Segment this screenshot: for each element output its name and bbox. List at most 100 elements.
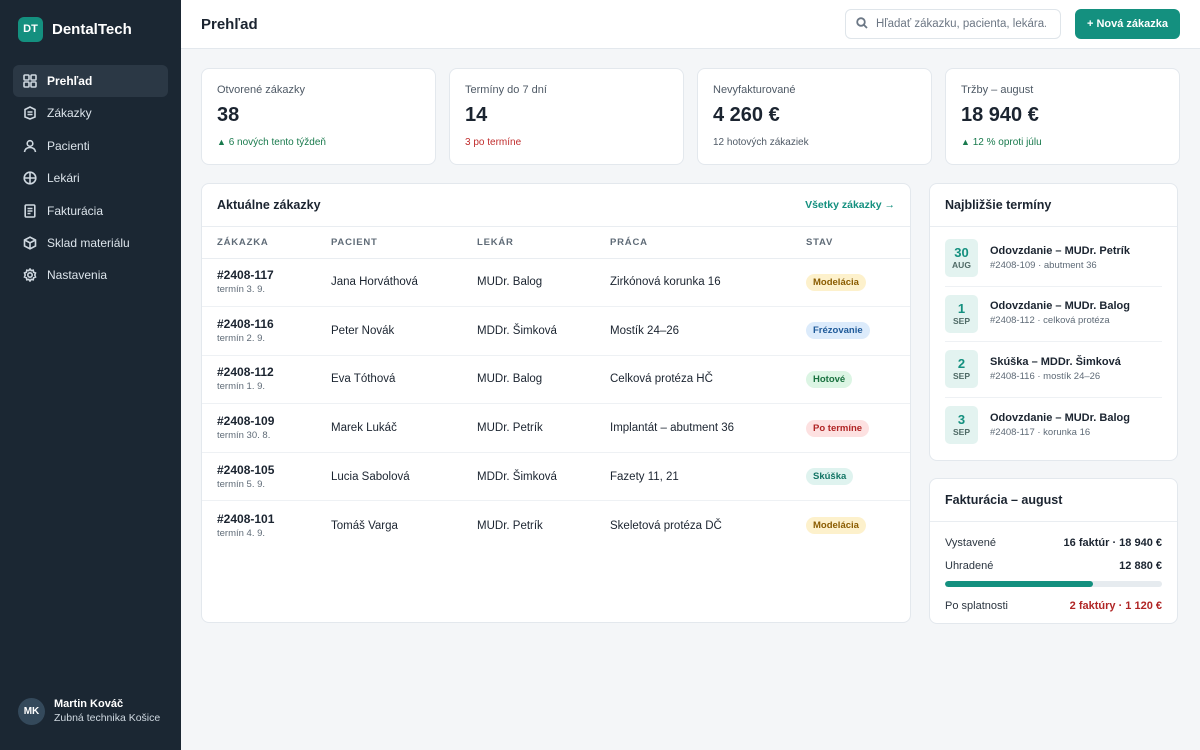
term-date-badge: 30 AUG bbox=[945, 239, 978, 278]
column-header[interactable]: ZÁKAZKA bbox=[202, 227, 316, 259]
table-row[interactable]: #2408-109 termín 30. 8. Marek Lukáč MUDr. P… bbox=[202, 403, 910, 453]
work-cell: Fazety 11, 21 bbox=[595, 452, 791, 502]
sidebar-item-label: Nastavenia bbox=[47, 268, 108, 283]
sidebar: DT DentalTech Prehľad Zákazky Pacienti L… bbox=[0, 0, 181, 750]
sidebar-item-label: Fakturácia bbox=[47, 203, 104, 218]
issued-label: Vystavené bbox=[945, 536, 996, 549]
sidebar-item-pacienti[interactable]: Pacienti bbox=[13, 130, 168, 162]
order-id: #2408-105 bbox=[217, 462, 275, 477]
column-header[interactable]: PACIENT bbox=[316, 227, 462, 259]
column-header[interactable]: STAV bbox=[791, 227, 910, 259]
term-day: 3 bbox=[957, 412, 966, 428]
paid-value: 12 880 € bbox=[1119, 559, 1162, 572]
sidebar-item-lekari[interactable]: Lekári bbox=[13, 162, 168, 194]
column-header[interactable]: PRÁCA bbox=[595, 227, 791, 259]
doctor-cell: MUDr. Petrík bbox=[462, 403, 595, 453]
doctor-cell: MDDr. Šimková bbox=[462, 306, 595, 356]
patient-cell: Eva Tóthová bbox=[316, 355, 462, 405]
order-due: termín 2. 9. bbox=[217, 332, 266, 344]
term-item[interactable]: 30 AUG Odovzdanie – MUDr. Petrík #2408-109 … bbox=[945, 231, 1162, 287]
brand[interactable]: DT DentalTech bbox=[0, 0, 181, 58]
patient-cell: Lucia Sabolová bbox=[316, 452, 462, 502]
stats-row: Otvorené zákazky 38 ▲ 6 nových tento týž… bbox=[201, 68, 1180, 165]
stat-card-revenue[interactable]: Tržby – august 18 940 € ▲ 12 % oproti jú… bbox=[945, 68, 1180, 165]
stat-card-unbilled[interactable]: Nevyfakturované 4 260 € 12 hotových záka… bbox=[697, 68, 932, 165]
orders-table: ZÁKAZKA PACIENT LEKÁR PRÁCA STAV #2408-1… bbox=[202, 227, 910, 550]
all-orders-link[interactable]: Všetky zákazky → bbox=[805, 199, 895, 211]
main: Prehľad + Nová zákazka Otvorené zákazky … bbox=[181, 0, 1200, 750]
work-cell: Skeletová protéza DČ bbox=[610, 519, 722, 532]
term-title: Skúška – MDDr. Šimková bbox=[990, 355, 1121, 368]
order-id: #2408-116 bbox=[217, 316, 274, 331]
order-due: termín 5. 9. bbox=[217, 478, 266, 490]
term-date-badge: 1 SEP bbox=[945, 294, 978, 333]
brand-logo: DT bbox=[18, 16, 43, 42]
term-sub: #2408-117 · korunka 16 bbox=[990, 426, 1091, 438]
order-cell: #2408-116 termín 2. 9. bbox=[202, 306, 316, 356]
sidebar-item-label: Prehľad bbox=[47, 74, 93, 88]
term-item[interactable]: 1 SEP Odovzdanie – MUDr. Balog #2408-112 · … bbox=[945, 287, 1162, 342]
stat-value: 18 940 € bbox=[961, 104, 1039, 126]
topbar: Prehľad + Nová zákazka bbox=[181, 0, 1200, 49]
search-icon bbox=[856, 16, 868, 32]
order-id: #2408-112 bbox=[217, 365, 274, 380]
new-order-button[interactable]: + Nová zákazka bbox=[1074, 9, 1180, 39]
patient-cell: Tomáš Varga bbox=[331, 519, 398, 532]
patient-cell: Peter Novák bbox=[316, 306, 462, 356]
stat-label: Nevyfakturované bbox=[713, 84, 796, 96]
term-sub: #2408-116 · mostík 24–26 bbox=[990, 370, 1101, 382]
term-day: 30 bbox=[954, 245, 969, 261]
stat-card-open-orders[interactable]: Otvorené zákazky 38 ▲ 6 nových tento týž… bbox=[201, 68, 436, 165]
term-month: SEP bbox=[952, 371, 970, 382]
term-month: AUG bbox=[952, 260, 971, 271]
sidebar-item-prehlad[interactable]: Prehľad bbox=[13, 65, 168, 97]
sidebar-item-sklad[interactable]: Sklad materiálu bbox=[13, 227, 168, 259]
term-day: 1 bbox=[957, 300, 966, 316]
order-id: #2408-101 bbox=[217, 511, 275, 526]
grid-icon bbox=[23, 74, 37, 88]
term-item[interactable]: 2 SEP Skúška – MDDr. Šimková #2408-116 · mo… bbox=[945, 342, 1162, 398]
stat-sub: 12 hotových zákaziek bbox=[713, 137, 809, 148]
paid-label: Uhradené bbox=[945, 559, 994, 572]
box-icon bbox=[23, 236, 37, 250]
status-cell: Modelácia bbox=[791, 258, 910, 308]
user-profile[interactable]: MK Martin Kováč Zubná technika Košice bbox=[18, 697, 160, 725]
column-header[interactable]: LEKÁR bbox=[462, 227, 595, 259]
table-row[interactable]: #2408-112 termín 1. 9. Eva Tóthová MUDr. Ba… bbox=[202, 355, 910, 405]
table-row[interactable]: #2408-105 termín 5. 9. Lucia Sabolová MDDr.… bbox=[202, 452, 910, 502]
status-badge: Modelácia bbox=[806, 273, 866, 291]
term-date-badge: 2 SEP bbox=[945, 350, 978, 389]
term-sub: #2408-112 · celková protéza bbox=[990, 315, 1110, 327]
order-cell: #2408-109 termín 30. 8. bbox=[202, 403, 316, 453]
term-item[interactable]: 3 SEP Odovzdanie – MUDr. Balog #2408-117 · … bbox=[945, 398, 1162, 454]
table-row[interactable]: #2408-116 termín 2. 9. Peter Novák MDDr. Ši… bbox=[202, 306, 910, 356]
table-row[interactable]: #2408-101 termín 4. 9. Tomáš Varga MUDr. Pe… bbox=[202, 501, 910, 550]
order-due: termín 3. 9. bbox=[217, 284, 266, 296]
orders-card: Aktuálne zákazky Všetky zákazky → ZÁKAZK… bbox=[201, 183, 911, 623]
trend-up-icon: ▲ bbox=[217, 137, 226, 147]
table-row[interactable]: #2408-117 termín 3. 9. Jana Horváthová MUDr… bbox=[202, 258, 910, 308]
term-title: Odovzdanie – MUDr. Balog bbox=[990, 300, 1130, 313]
status-cell: Skúška bbox=[791, 452, 910, 502]
search-box[interactable] bbox=[844, 9, 1061, 39]
stat-sub: 3 po termíne bbox=[465, 137, 522, 148]
globe-icon bbox=[23, 171, 37, 185]
term-month: SEP bbox=[952, 315, 970, 326]
doctor-cell: MDDr. Šimková bbox=[462, 452, 595, 502]
search-input[interactable] bbox=[875, 18, 1046, 30]
sidebar-item-fakturacia[interactable]: Fakturácia bbox=[13, 195, 168, 227]
sidebar-item-label: Zákazky bbox=[47, 106, 92, 121]
order-id: #2408-109 bbox=[217, 414, 275, 429]
sidebar-item-nastavenia[interactable]: Nastavenia bbox=[13, 259, 168, 291]
billing-card: Fakturácia – august Vystavené 16 faktúr … bbox=[929, 478, 1178, 624]
sidebar-nav: Prehľad Zákazky Pacienti Lekári Fakturác… bbox=[0, 58, 181, 299]
stat-sub: 6 nových tento týždeň bbox=[228, 137, 326, 148]
billing-title: Fakturácia – august bbox=[945, 493, 1063, 507]
issued-value: 16 faktúr · 18 940 € bbox=[1063, 536, 1162, 549]
work-cell: Implantát – abutment 36 bbox=[595, 403, 791, 453]
work-cell: Celková protéza HČ bbox=[595, 355, 791, 405]
stat-card-deadlines[interactable]: Termíny do 7 dní 14 3 po termíne bbox=[449, 68, 684, 165]
sidebar-item-zakazky[interactable]: Zákazky bbox=[13, 97, 168, 129]
order-cell: #2408-101 termín 4. 9. bbox=[202, 501, 316, 550]
invoice-icon bbox=[23, 203, 37, 218]
